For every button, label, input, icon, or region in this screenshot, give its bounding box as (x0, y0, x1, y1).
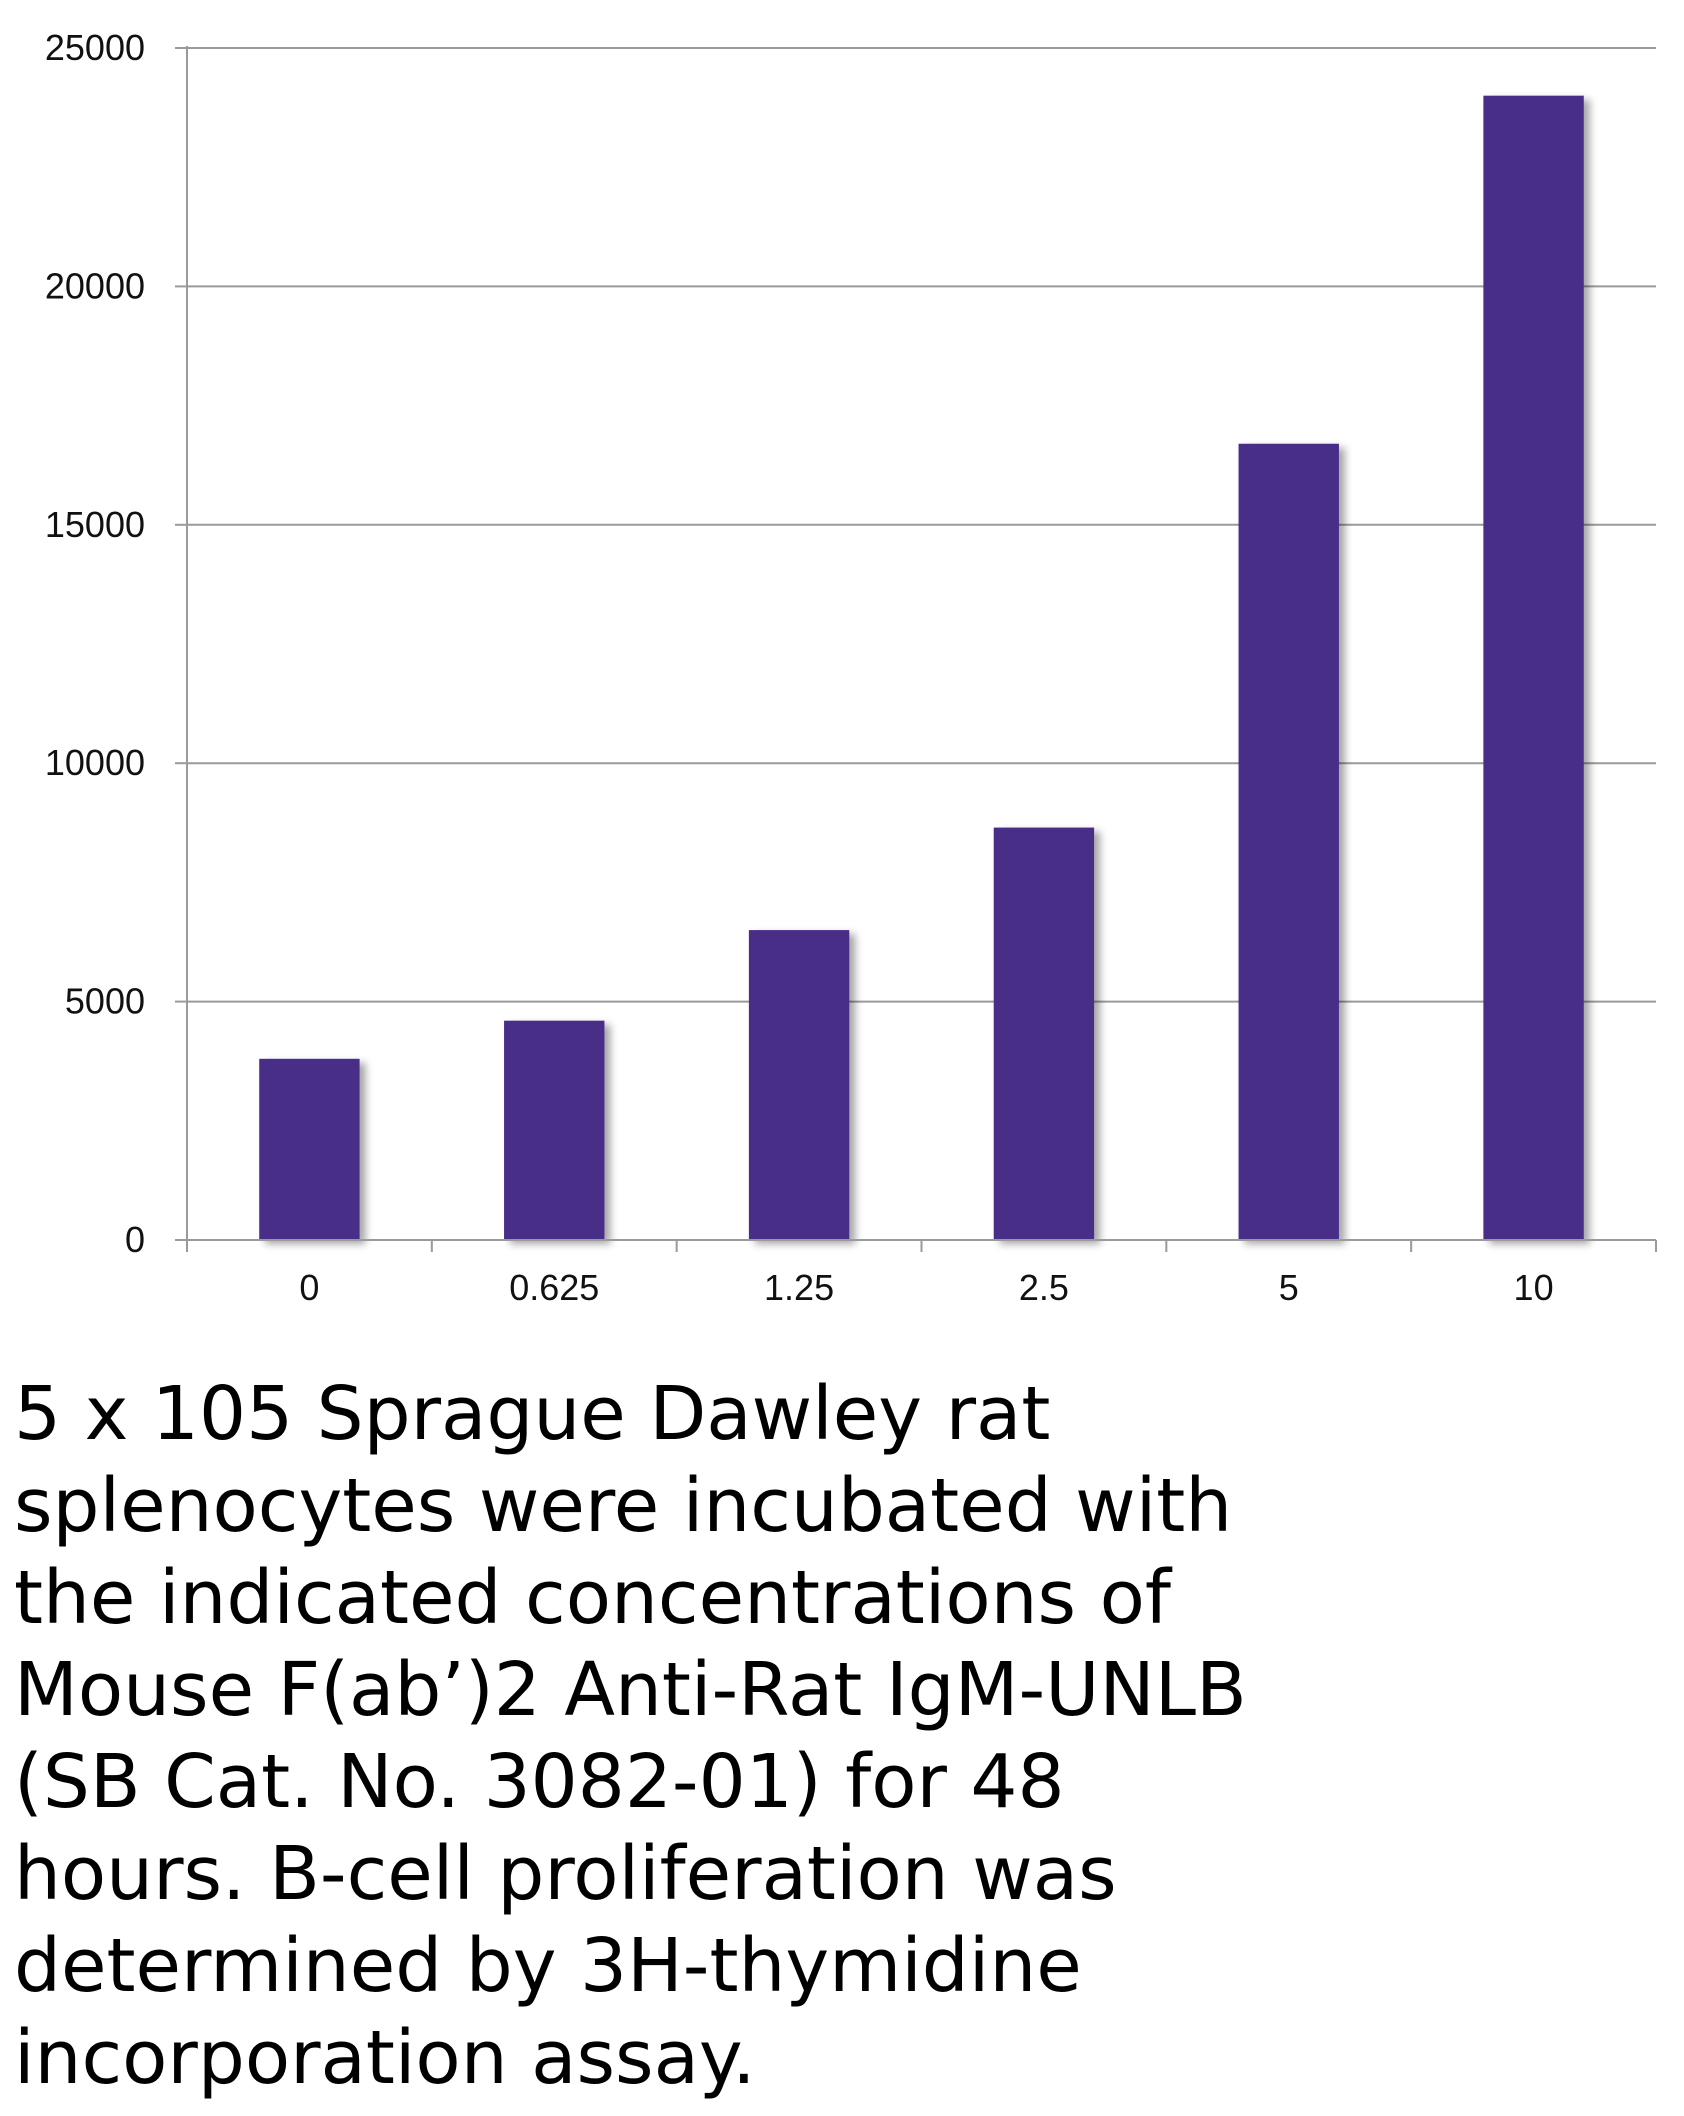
gridlines (187, 47, 1656, 1003)
bar (504, 1020, 605, 1240)
y-tick-label: 15000 (45, 504, 145, 545)
bar (993, 827, 1095, 1240)
x-tick-label: 5 (1279, 1267, 1299, 1308)
y-tick-label: 0 (125, 1219, 145, 1260)
axes (175, 46, 1657, 1252)
y-tick-label: 10000 (45, 742, 145, 783)
x-tick-label: 2.5 (1019, 1267, 1069, 1308)
x-tick-label: 10 (1514, 1267, 1554, 1308)
y-tick-label: 20000 (45, 265, 145, 306)
y-tick-label: 5000 (65, 981, 145, 1022)
bar (1483, 95, 1584, 1240)
bar (748, 930, 850, 1240)
x-tick-label: 0.625 (509, 1267, 599, 1308)
y-tick-labels: 0 5000 10000 15000 20000 25000 (45, 27, 145, 1260)
bars (259, 95, 1584, 1240)
x-tick-labels: 0 0.625 1.25 2.5 5 10 (299, 1267, 1553, 1308)
bar (1238, 443, 1339, 1240)
figure-caption: 5 x 105 Sprague Dawley rat splenocytes w… (14, 1371, 1247, 2101)
bar (259, 1058, 360, 1240)
bar-chart: 0 5000 10000 15000 20000 25000 0 0.625 1.25 2.5 5… (45, 27, 1657, 1308)
y-tick-label: 25000 (45, 27, 145, 68)
x-tick-label: 0 (299, 1267, 319, 1308)
x-tick-label: 1.25 (764, 1267, 834, 1308)
